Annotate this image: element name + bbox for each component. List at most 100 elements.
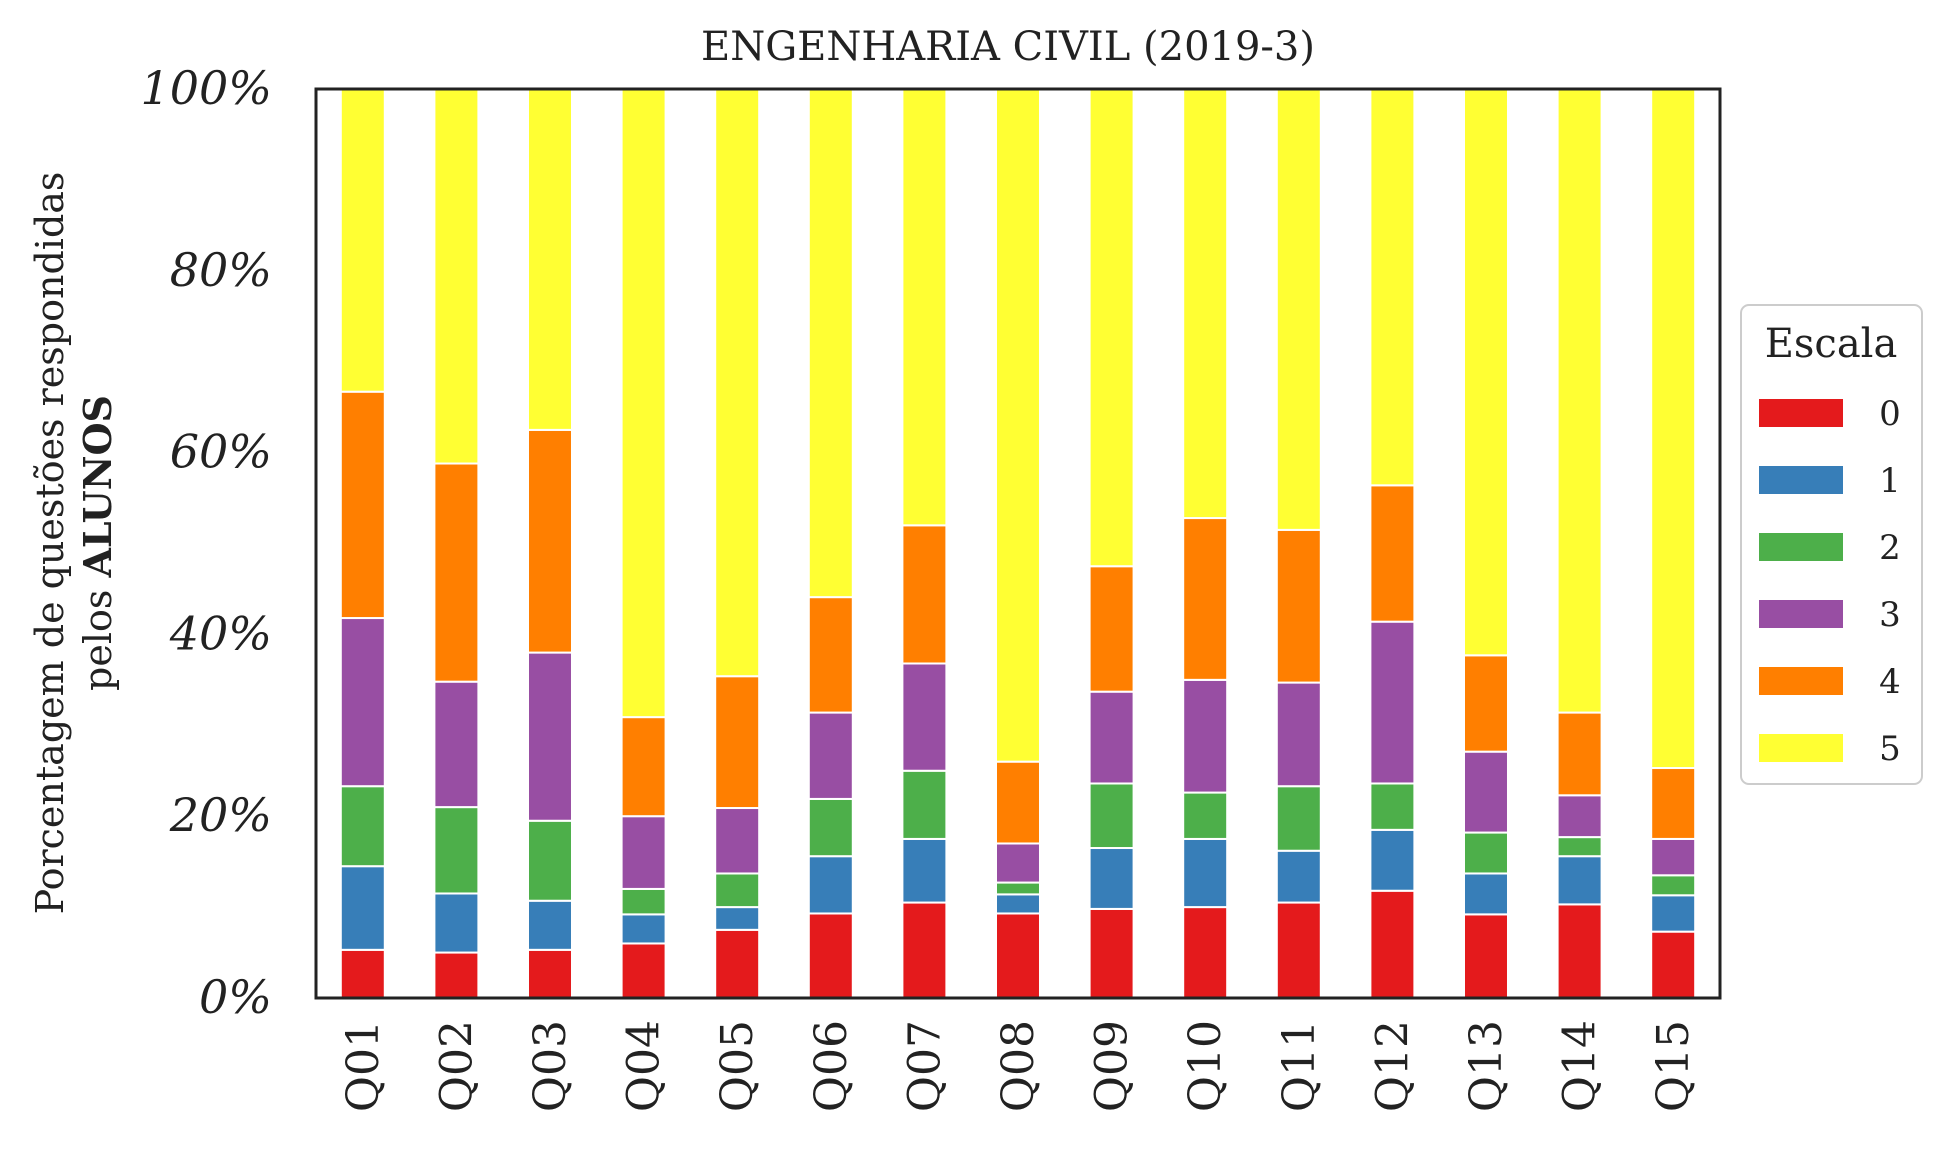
y-axis-label-bold: ALUNOS (75, 395, 120, 579)
bar-segment-q15-scale-5 (1650, 88, 1697, 770)
bar-segment-q05-scale-1 (714, 906, 761, 931)
bar-segment-q06-scale-3 (807, 711, 854, 800)
legend-label-2: 2 (1879, 528, 1901, 568)
bar-segment-q04-scale-2 (620, 887, 667, 916)
bar-segment-q04-scale-5 (620, 88, 667, 719)
legend: Escala 0 1 2 3 4 5 (1740, 304, 1923, 785)
bar-segment-q08-scale-5 (995, 88, 1041, 763)
legend-label-0: 0 (1879, 394, 1901, 434)
y-axis-label-line2: pelos ALUNOS (75, 395, 120, 691)
bar-segment-q09-scale-3 (1088, 690, 1135, 785)
x-tick-label-q11: Q11 (1274, 1020, 1325, 1112)
bar-segment-q10-scale-0 (1182, 906, 1229, 999)
y-axis-label-prefix: pelos (76, 578, 120, 691)
plot-frame (314, 87, 1722, 1000)
bar-segment-q04-scale-0 (620, 942, 667, 1000)
bar-segment-q14-scale-5 (1556, 88, 1603, 714)
bar-segment-q07-scale-5 (901, 88, 948, 527)
x-tick-label-q12: Q12 (1367, 1020, 1418, 1112)
legend-label-5: 5 (1879, 729, 1901, 769)
bar-segment-q01-scale-2 (339, 785, 386, 868)
bar-segment-q07-scale-2 (901, 769, 948, 840)
bar-segment-q12-scale-1 (1369, 828, 1416, 892)
bar-segment-q13-scale-4 (1463, 654, 1509, 753)
y-tick-label: 40% (169, 606, 272, 660)
bar-segment-q01-scale-0 (339, 948, 386, 1000)
bar-segment-q12-scale-0 (1369, 889, 1416, 999)
bar-segment-q11-scale-2 (1275, 785, 1322, 852)
bar-segment-q13-scale-2 (1463, 831, 1509, 875)
bar-segment-q05-scale-2 (714, 872, 761, 909)
bar-segment-q15-scale-2 (1650, 874, 1697, 897)
bar-segment-q14-scale-4 (1556, 711, 1603, 797)
bar-segment-q02-scale-4 (433, 462, 480, 683)
bar-segment-q08-scale-4 (995, 760, 1041, 845)
legend-label-1: 1 (1879, 461, 1901, 501)
bar-segment-q07-scale-1 (901, 837, 948, 904)
x-tick-label-q07: Q07 (899, 1020, 950, 1112)
bar-segment-q10-scale-2 (1182, 791, 1229, 840)
bar-segment-q15-scale-0 (1650, 930, 1697, 1000)
x-tick-label-q15: Q15 (1648, 1020, 1699, 1112)
chart-title: ENGENHARIA CIVIL (2019-3) (701, 24, 1315, 70)
y-tick-label: 100% (140, 61, 272, 115)
bar-segment-q08-scale-1 (995, 893, 1041, 915)
x-tick-label-q04: Q04 (619, 1020, 670, 1112)
bar-segment-q03-scale-3 (527, 651, 573, 822)
bar-segment-q11-scale-5 (1275, 88, 1322, 531)
bar-segment-q08-scale-0 (995, 912, 1041, 1000)
x-tick-label-q08: Q08 (993, 1020, 1044, 1112)
bar-segment-q10-scale-1 (1182, 837, 1229, 909)
bar-segment-q01-scale-1 (339, 865, 386, 951)
y-ticks-group: 0% 20% 40% 60% 80% 100% (140, 61, 272, 1024)
x-tick-label-q02: Q02 (431, 1020, 482, 1112)
bar-segment-q04-scale-3 (620, 815, 667, 890)
bar-segment-q11-scale-1 (1275, 849, 1322, 904)
bar-segment-q10-scale-3 (1182, 678, 1229, 794)
bar-segment-q10-scale-4 (1182, 517, 1229, 681)
y-tick-label: 20% (169, 788, 272, 842)
bar-segment-q14-scale-3 (1556, 794, 1603, 839)
bar-segment-q02-scale-1 (433, 892, 480, 954)
bar-segment-q13-scale-5 (1463, 88, 1509, 657)
x-ticks-group: Q01 Q02 Q03 Q04 Q05 Q06 Q07 Q08 Q09 Q10 Q11 Q12 Q13 Q… (338, 1020, 1699, 1112)
bar-segment-q06-scale-2 (807, 797, 854, 858)
bar-segment-q12-scale-2 (1369, 782, 1416, 831)
x-tick-label-q13: Q13 (1461, 1020, 1512, 1112)
bar-segment-q15-scale-4 (1650, 767, 1697, 840)
bar-segment-q04-scale-1 (620, 913, 667, 945)
bar-segment-q07-scale-0 (901, 901, 948, 999)
legend-swatch-0 (1759, 399, 1843, 427)
bar-segment-q07-scale-3 (901, 662, 948, 772)
bar-segment-q03-scale-4 (527, 428, 573, 654)
bar-segment-q06-scale-1 (807, 855, 854, 915)
bar-segment-q03-scale-0 (527, 948, 573, 1000)
legend-label-4: 4 (1879, 662, 1901, 702)
y-axis-label-line1: Porcentagem de questões respondidas (28, 172, 72, 915)
x-tick-label-q06: Q06 (806, 1020, 857, 1112)
bar-segment-q15-scale-3 (1650, 837, 1697, 877)
bar-segment-q09-scale-2 (1088, 782, 1135, 850)
bar-segment-q09-scale-5 (1088, 88, 1135, 568)
bar-segment-q12-scale-4 (1369, 484, 1416, 623)
x-tick-label-q03: Q03 (525, 1020, 576, 1112)
bar-segment-q11-scale-4 (1275, 528, 1322, 684)
x-tick-label-q09: Q09 (1087, 1020, 1138, 1112)
bar-segment-q09-scale-1 (1088, 847, 1135, 910)
bar-segment-q11-scale-0 (1275, 901, 1322, 999)
bar-segment-q15-scale-1 (1650, 894, 1697, 933)
y-tick-label: 80% (170, 243, 272, 297)
legend-title: Escala (1765, 321, 1898, 367)
legend-swatch-2 (1759, 533, 1843, 561)
bar-segment-q01-scale-4 (339, 390, 386, 620)
bar-segment-q02-scale-0 (433, 951, 480, 999)
bar-segment-q14-scale-1 (1556, 855, 1603, 906)
bar-segment-q06-scale-0 (807, 912, 854, 1000)
bar-segment-q14-scale-0 (1556, 903, 1603, 999)
legend-label-3: 3 (1879, 595, 1901, 635)
bar-segment-q13-scale-1 (1463, 872, 1509, 916)
bar-segment-q02-scale-5 (433, 88, 480, 465)
bar-segment-q05-scale-3 (714, 807, 761, 875)
bar-segment-q03-scale-2 (527, 819, 573, 902)
